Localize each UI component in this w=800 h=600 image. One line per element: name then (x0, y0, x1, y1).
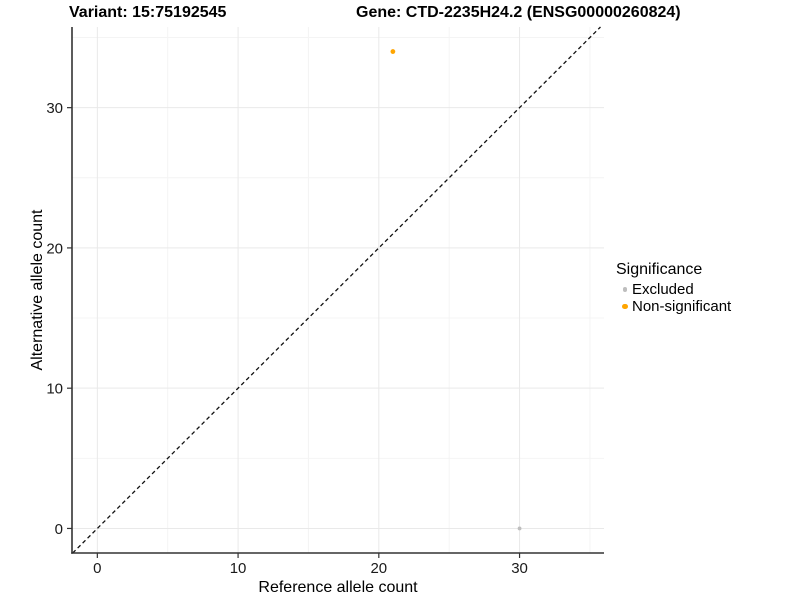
svg-text:Alternative allele count: Alternative allele count (29, 209, 46, 371)
svg-text:Reference allele count: Reference allele count (258, 579, 418, 596)
legend-title: Significance (616, 261, 703, 278)
plot-title-gene: Gene: CTD-2235H24.2 (ENSG00000260824) (356, 4, 681, 21)
svg-text:30: 30 (46, 100, 63, 117)
svg-text:10: 10 (46, 381, 63, 398)
plot-title-variant: Variant: 15:75192545 (69, 4, 227, 21)
svg-text:20: 20 (46, 240, 63, 257)
svg-text:30: 30 (511, 560, 528, 577)
legend-item-excluded: Excluded (616, 281, 731, 298)
svg-text:10: 10 (230, 560, 247, 577)
legend-item-label: Excluded (632, 281, 694, 298)
excluded-point-icon (622, 287, 628, 292)
legend-key-box (618, 303, 632, 310)
legend-item-label: Non-significant (632, 298, 732, 315)
non-significant-point-icon (622, 303, 628, 310)
legend-item-non-significant: Non-significant (616, 298, 731, 315)
svg-text:20: 20 (370, 560, 387, 577)
legend: Significance Excluded Non-significant (616, 260, 731, 315)
svg-text:0: 0 (55, 521, 63, 538)
svg-text:0: 0 (93, 560, 101, 577)
legend-key-box (618, 287, 632, 292)
